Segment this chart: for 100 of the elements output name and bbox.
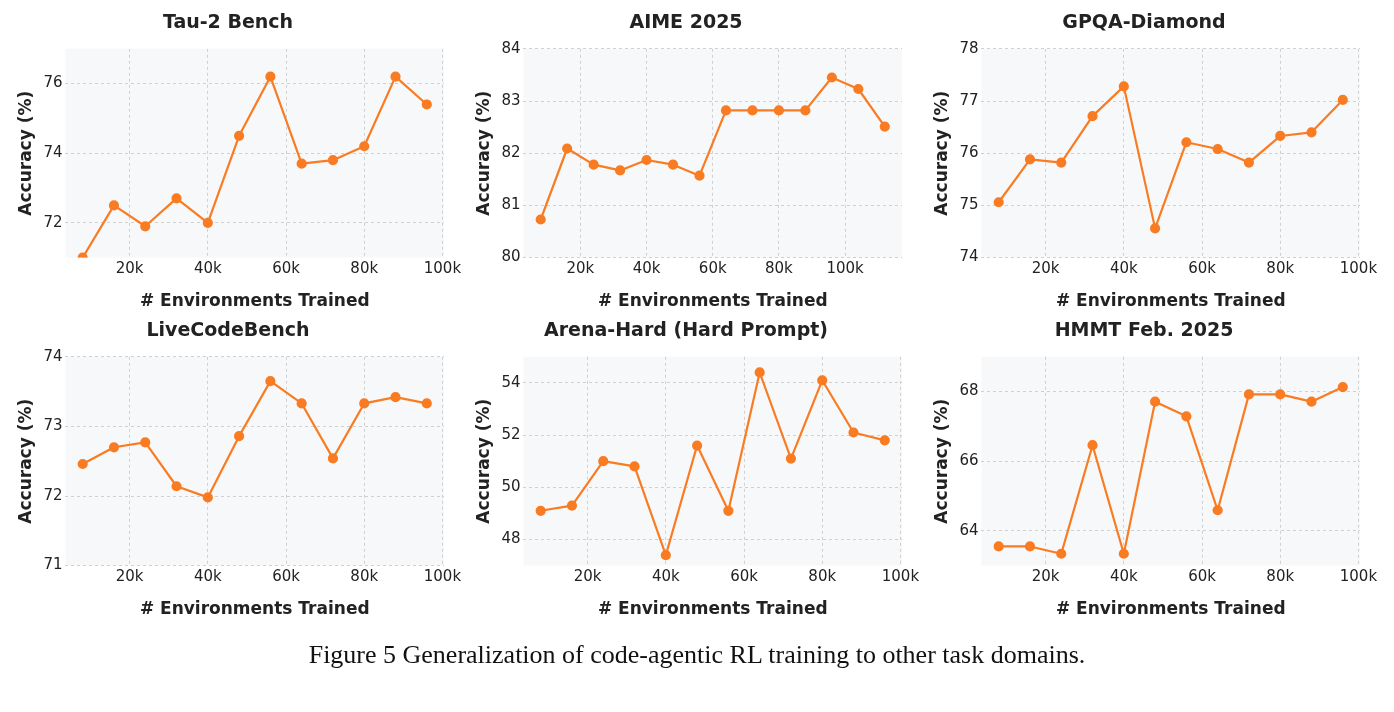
point [615,165,626,176]
point [1087,440,1098,451]
x-tick-label: 20k [566,259,595,278]
x-tick-label: 80k [350,259,379,278]
y-tick-label: 78 [959,38,979,57]
point [1024,541,1036,552]
point [108,200,120,211]
point [562,143,573,154]
caption: Figure 5 Generalization of code-agentic RL training to other task domains. [307,640,1087,670]
x-tick-label: 40k [193,567,223,586]
point [598,456,609,467]
point [171,481,182,492]
y-axis-title: Accuracy (%) [472,398,493,524]
point [817,375,828,386]
point [140,221,151,232]
point [826,72,837,83]
point [1243,157,1255,168]
x-tick-label: 80k [765,259,794,278]
point [234,431,245,442]
point [1337,94,1348,106]
point [202,492,213,503]
x-tick-label: 100k [881,567,920,586]
x-tick-label: 80k [1266,259,1295,278]
y-tick-label: 75 [959,195,979,214]
point [848,427,859,438]
y-tick-label: 72 [43,485,63,504]
y-tick-label: 54 [501,372,521,391]
x-tick-label: 60k [272,259,301,278]
point [535,214,546,225]
x-tick-label: 60k [698,259,727,278]
point [1181,137,1192,148]
chart-title: AIME 2025 [629,10,743,33]
chart-title: Tau-2 Bench [162,10,294,33]
point [1181,411,1192,422]
point [1056,157,1067,168]
x-tick-label: 60k [1188,259,1217,278]
point [1024,154,1036,165]
y-tick-label: 48 [501,529,521,548]
y-tick-label: 76 [43,73,63,92]
x-tick-label: 40k [1109,259,1139,278]
y-tick-label: 77 [959,90,979,109]
y-tick-label: 72 [43,212,63,231]
point [296,158,307,169]
x-tick-label: 100k [1339,567,1378,586]
point [327,453,339,464]
y-tick-label: 81 [501,195,521,214]
y-axis-title: Accuracy (%) [14,398,35,524]
point [1118,81,1129,92]
point [1306,127,1317,138]
x-tick-label: 20k [573,567,602,586]
point [359,398,370,409]
y-axis-title: Accuracy (%) [14,90,35,216]
y-tick-label: 74 [43,346,63,365]
y-tick-label: 82 [501,143,521,162]
x-tick-label: 100k [423,259,462,278]
point [629,461,640,472]
point [390,71,401,82]
point [1087,111,1098,122]
x-tick-label: 60k [730,567,759,586]
point [1306,396,1317,407]
y-tick-label: 73 [43,416,63,435]
x-axis-title: # Environments Trained [1055,290,1286,311]
y-tick-label: 84 [501,38,521,57]
x-tick-label: 80k [1266,567,1295,586]
y-tick-label: 83 [501,90,521,109]
point [1150,396,1161,407]
x-tick-label: 80k [350,567,379,586]
x-tick-label: 80k [808,567,837,586]
y-tick-label: 52 [501,424,521,443]
x-tick-label: 40k [632,259,661,278]
x-tick-label: 100k [826,259,865,278]
y-tick-label: 50 [501,477,521,496]
y-tick-label: 66 [959,451,979,470]
point [1275,130,1286,142]
point [754,367,765,378]
x-axis-title: # Environments Trained [597,290,828,311]
point [1212,143,1223,155]
x-tick-label: 100k [1339,259,1378,278]
y-tick-label: 64 [959,520,979,539]
chart-title: GPQA-Diamond [1062,10,1226,33]
point [993,197,1004,208]
y-tick-label: 74 [43,143,63,162]
x-tick-label: 40k [1109,567,1139,586]
point [747,105,758,116]
y-axis-title: Accuracy (%) [472,90,493,216]
y-tick-label: 74 [959,247,979,266]
x-axis-title: # Environments Trained [139,598,370,619]
x-tick-label: 40k [193,259,223,278]
point [390,392,401,403]
x-tick-label: 20k [1031,567,1060,586]
point [641,154,652,166]
point [785,453,797,464]
point [77,458,88,470]
point [234,130,245,141]
point [108,442,120,453]
point [853,83,864,95]
point [265,71,276,82]
point [667,159,679,170]
point [1150,223,1161,234]
point [566,500,578,511]
